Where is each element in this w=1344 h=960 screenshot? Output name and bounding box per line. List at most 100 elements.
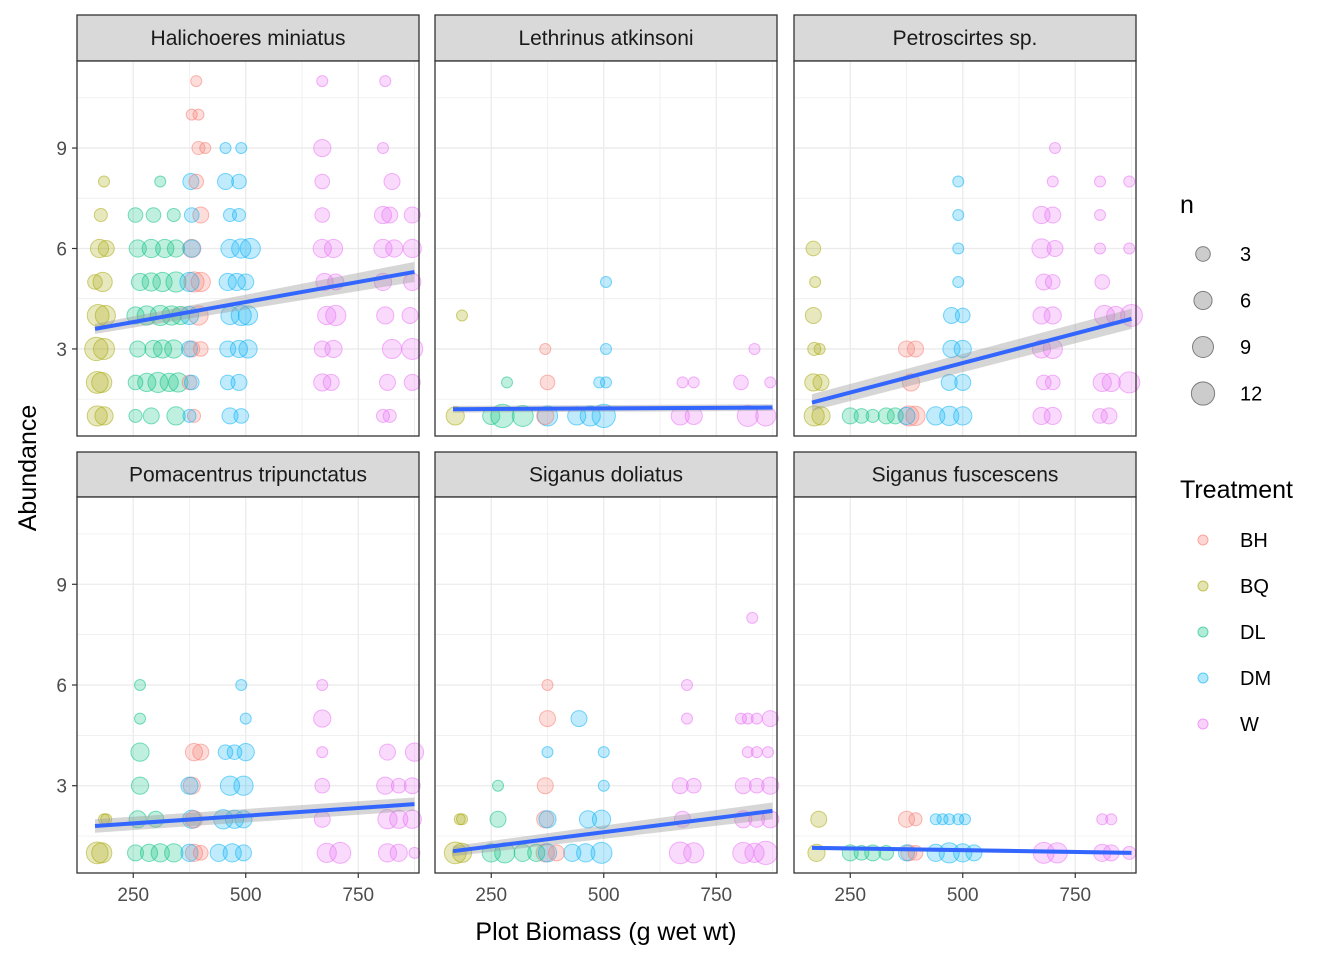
point-bh [898, 340, 915, 358]
point-w [1123, 175, 1136, 188]
y-tick-label: 6 [56, 676, 67, 697]
point-dl [147, 371, 169, 393]
point-bq [810, 810, 828, 828]
point-dl [141, 272, 161, 292]
treatment-legend: Treatment BH BQ DL DM W [1180, 476, 1293, 736]
facet-strip [434, 451, 778, 498]
panel-lethrinus-atkinsoni: Lethrinus atkinsoni [434, 14, 778, 437]
point-bq [805, 240, 822, 257]
point-bq [93, 207, 108, 223]
treatment-legend-label: BH [1240, 530, 1268, 552]
point-dm [953, 339, 972, 359]
treatment-legend-key-bq [1197, 580, 1209, 592]
size-legend-label: 12 [1240, 384, 1262, 406]
point-bh [907, 340, 924, 358]
treatment-legend-label: DM [1240, 668, 1271, 690]
point-w [1094, 242, 1106, 255]
point-dm [233, 775, 254, 796]
point-bh [192, 341, 209, 357]
point-dl [164, 843, 184, 863]
x-tick-label: 750 [342, 885, 374, 906]
facet-strip [793, 14, 1137, 62]
point-dl [127, 374, 144, 391]
point-w [379, 75, 392, 88]
point-dm [600, 376, 612, 389]
facet-strip-label: Siganus fuscescens [872, 464, 1059, 487]
point-dm [182, 408, 197, 423]
panel-border [793, 60, 1137, 437]
point-dm [236, 743, 255, 762]
point-w [389, 809, 409, 829]
point-dm [230, 304, 252, 327]
point-dl [166, 207, 181, 223]
point-dm [929, 813, 942, 826]
point-w [685, 777, 702, 794]
point-dl [142, 407, 160, 425]
point-w [1046, 175, 1059, 188]
point-w [676, 376, 689, 389]
facet-strip [76, 14, 420, 62]
point-bh [199, 142, 212, 155]
point-w [748, 342, 761, 355]
size-legend-label: 9 [1240, 337, 1251, 359]
point-dm [217, 173, 234, 191]
point-w [764, 376, 777, 389]
point-dm [952, 242, 965, 255]
point-dl [886, 407, 904, 425]
point-w [1105, 813, 1118, 826]
point-bh [539, 710, 556, 728]
point-w [313, 138, 332, 158]
point-dm [576, 843, 596, 863]
point-dl [129, 340, 147, 358]
point-dl [166, 406, 186, 426]
size-legend-key [1192, 336, 1214, 358]
point-dm [952, 275, 965, 288]
point-w [1043, 406, 1062, 426]
point-dl [134, 679, 146, 691]
point-dm [179, 271, 200, 293]
point-bq [94, 406, 114, 426]
x-tick-label: 250 [475, 885, 507, 906]
point-bh [191, 141, 206, 156]
point-dm [209, 843, 228, 862]
x-tick-label: 500 [947, 885, 979, 906]
y-tick-label: 6 [56, 240, 67, 261]
point-dl [489, 810, 507, 828]
treatment-legend-label: DL [1240, 622, 1266, 644]
point-w [313, 709, 332, 728]
point-bh [185, 108, 198, 121]
point-dm [952, 813, 965, 826]
point-w [403, 777, 421, 795]
point-w [402, 809, 422, 829]
point-dm [182, 173, 200, 191]
point-dm [541, 746, 554, 759]
point-dl [154, 175, 167, 188]
point-dm [180, 843, 199, 862]
point-w [733, 374, 749, 391]
y-axis-title: Abundance [14, 405, 42, 532]
point-dm [183, 374, 200, 391]
point-bh [186, 408, 202, 423]
size-legend-key [1190, 381, 1216, 406]
fit-line [811, 316, 1133, 405]
facet-strip [434, 14, 778, 62]
point-dm [217, 744, 234, 760]
point-dl [159, 372, 179, 393]
point-w [746, 611, 759, 624]
fit-line [94, 802, 415, 828]
point-w [1031, 238, 1052, 259]
point-w [744, 842, 765, 863]
panel-siganus-fuscescens: Siganus fuscescens 250 500 750 [793, 451, 1137, 906]
point-w [401, 306, 419, 324]
point-w [1044, 374, 1061, 391]
point-dm [230, 373, 248, 391]
point-bh [548, 844, 565, 862]
point-bq [804, 306, 822, 324]
point-w [312, 238, 332, 259]
point-w [403, 206, 421, 224]
point-dm [538, 810, 557, 829]
point-dm [181, 340, 198, 358]
point-dm [239, 237, 261, 260]
point-w [750, 746, 763, 759]
